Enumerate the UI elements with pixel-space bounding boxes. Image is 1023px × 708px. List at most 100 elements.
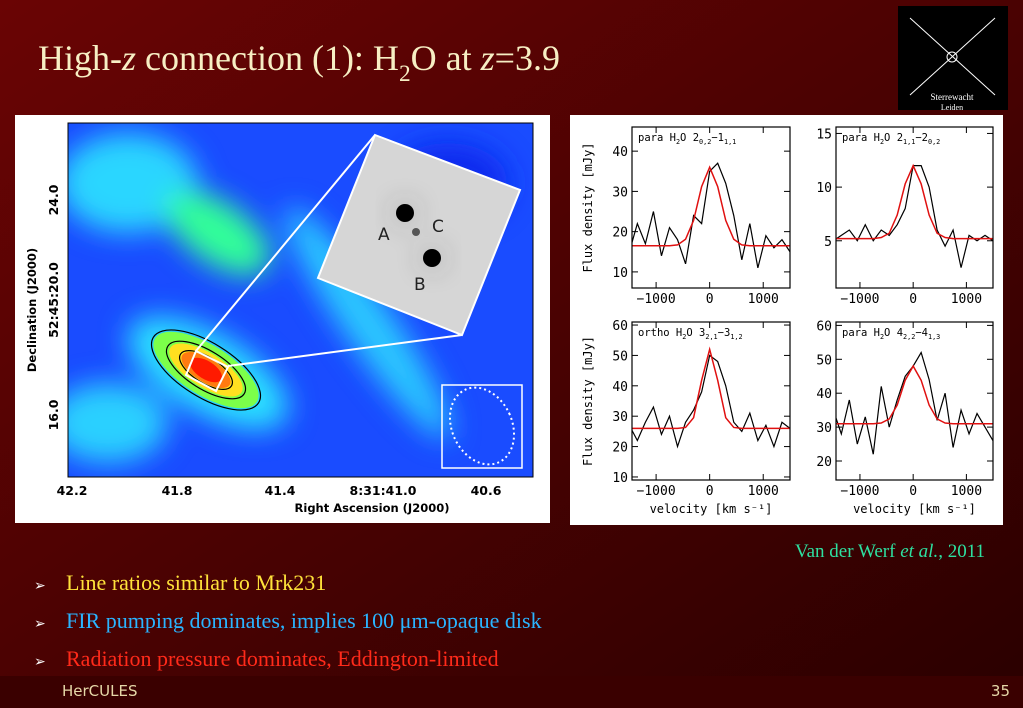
dec-label: 16.0 bbox=[46, 399, 61, 430]
y-tick-label: 30 bbox=[612, 185, 628, 200]
panel-frame bbox=[835, 126, 994, 289]
x-tick-label: 1000 bbox=[748, 292, 779, 307]
logo-text: Sterrewacht bbox=[931, 92, 974, 102]
panel-label: para H2O 21,1−20,2 bbox=[842, 132, 940, 146]
panel-frame bbox=[835, 321, 994, 481]
citation: Van der Werf et al., 2011 bbox=[795, 541, 985, 562]
text-segment: 2 bbox=[399, 61, 411, 87]
bullet-marker: ➢ bbox=[34, 654, 46, 670]
bullet-text: Radiation pressure dominates, Eddington-… bbox=[66, 646, 499, 671]
x-tick-label: 0 bbox=[706, 292, 714, 307]
inset-image bbox=[316, 133, 522, 337]
text-segment: O 2 bbox=[884, 132, 903, 144]
text-segment: 1,2 bbox=[730, 333, 742, 341]
text-segment: 1,3 bbox=[928, 333, 940, 341]
bullet-text: Line ratios similar to Mrk231 bbox=[66, 570, 326, 595]
panel-label: para H2O 20,2−11,1 bbox=[638, 132, 736, 146]
x-tick-label: 1000 bbox=[748, 484, 779, 499]
x-tick-label: −1000 bbox=[637, 484, 676, 499]
text-segment: 0,2 bbox=[928, 138, 940, 146]
text-segment: para H bbox=[842, 327, 880, 339]
text-segment: para H bbox=[638, 132, 676, 144]
text-segment: para H bbox=[842, 132, 880, 144]
x-axis-label: velocity [km s⁻¹] bbox=[650, 502, 773, 516]
text-segment: High- bbox=[38, 38, 122, 78]
x-tick-label: 0 bbox=[909, 292, 917, 307]
text-segment: z bbox=[121, 38, 136, 78]
ra-label: 42.2 bbox=[57, 483, 88, 498]
page-number: 35 bbox=[991, 682, 1010, 700]
text-segment: O 2 bbox=[680, 132, 699, 144]
fit-line bbox=[632, 346, 790, 430]
x-tick-label: −1000 bbox=[840, 484, 879, 499]
y-tick-label: 30 bbox=[612, 410, 628, 425]
text-segment: =3.9 bbox=[495, 38, 560, 78]
y-tick-label: 15 bbox=[816, 127, 832, 142]
y-tick-label: 50 bbox=[612, 349, 628, 364]
text-segment: connection (1): H bbox=[136, 38, 399, 78]
y-axis-label: Flux density [mJy] bbox=[581, 336, 595, 466]
text-segment: −3 bbox=[718, 327, 731, 339]
x-tick-label: 0 bbox=[909, 484, 917, 499]
image-label: B bbox=[414, 275, 426, 295]
y-tick-label: 20 bbox=[612, 441, 628, 456]
text-segment: −2 bbox=[915, 132, 928, 144]
fit-line bbox=[836, 364, 993, 425]
spectrum-line bbox=[632, 354, 790, 449]
ra-label: 8:31:41.0 bbox=[350, 483, 417, 498]
ra-label: 41.4 bbox=[265, 483, 296, 498]
x-tick-label: 1000 bbox=[951, 292, 982, 307]
text-segment: 2 bbox=[676, 138, 680, 146]
logo: Sterrewacht Leiden bbox=[898, 6, 1008, 112]
footer-bar bbox=[0, 676, 1023, 708]
y-tick-label: 40 bbox=[816, 387, 832, 402]
y-tick-label: 40 bbox=[612, 380, 628, 395]
text-segment: ortho H bbox=[638, 327, 682, 339]
text-segment: 2,2 bbox=[903, 333, 915, 341]
y-tick-label: 5 bbox=[824, 235, 832, 250]
panel-frame bbox=[631, 126, 791, 289]
text-segment: −4 bbox=[915, 327, 928, 339]
panel-label: ortho H2O 32,1−31,2 bbox=[638, 327, 743, 341]
text-segment: O at bbox=[411, 38, 481, 78]
panel-label: para H2O 42,2−41,3 bbox=[842, 327, 940, 341]
y-tick-label: 30 bbox=[816, 421, 832, 436]
x-tick-label: 1000 bbox=[951, 484, 982, 499]
fit-line bbox=[632, 165, 790, 247]
bullet-text: FIR pumping dominates, implies 100 μm-op… bbox=[66, 608, 542, 633]
y-tick-label: 10 bbox=[612, 471, 628, 486]
text-segment: 1,1 bbox=[903, 138, 915, 146]
text-segment: et al. bbox=[900, 541, 938, 562]
y-tick-label: 20 bbox=[612, 226, 628, 241]
x-tick-label: −1000 bbox=[840, 292, 879, 307]
bullet-marker: ➢ bbox=[34, 578, 46, 594]
y-tick-label: 10 bbox=[612, 266, 628, 281]
text-segment: Van der Werf bbox=[795, 541, 900, 562]
ra-label: 41.8 bbox=[162, 483, 193, 498]
image-label: C bbox=[432, 217, 444, 237]
y-tick-label: 40 bbox=[612, 145, 628, 160]
text-segment: 1,1 bbox=[724, 138, 736, 146]
text-segment: O 4 bbox=[884, 327, 903, 339]
x-axis-label: velocity [km s⁻¹] bbox=[853, 502, 976, 516]
map-figure: A C B 42.2 41.8 41.4 8:31:41.0 40.6 Righ… bbox=[15, 115, 550, 523]
y-axis-label: Flux density [mJy] bbox=[581, 142, 595, 272]
y-tick-label: 10 bbox=[816, 181, 832, 196]
text-segment: , 2011 bbox=[938, 541, 985, 562]
fit-line bbox=[836, 163, 993, 240]
x-tick-label: −1000 bbox=[637, 292, 676, 307]
text-segment: z bbox=[480, 38, 495, 78]
text-segment: O 3 bbox=[686, 327, 705, 339]
text-segment: 2 bbox=[880, 138, 884, 146]
dec-label: 24.0 bbox=[46, 184, 61, 215]
dec-label: 52:45:20.0 bbox=[46, 262, 61, 338]
y-axis-label: Declination (J2000) bbox=[25, 248, 39, 372]
spectra-figure bbox=[570, 115, 1003, 525]
text-segment: 0,2 bbox=[699, 138, 711, 146]
x-tick-label: 0 bbox=[706, 484, 714, 499]
footer-left: HerCULES bbox=[62, 682, 137, 700]
y-tick-label: 60 bbox=[612, 319, 628, 334]
x-axis-label: Right Ascension (J2000) bbox=[295, 501, 450, 515]
